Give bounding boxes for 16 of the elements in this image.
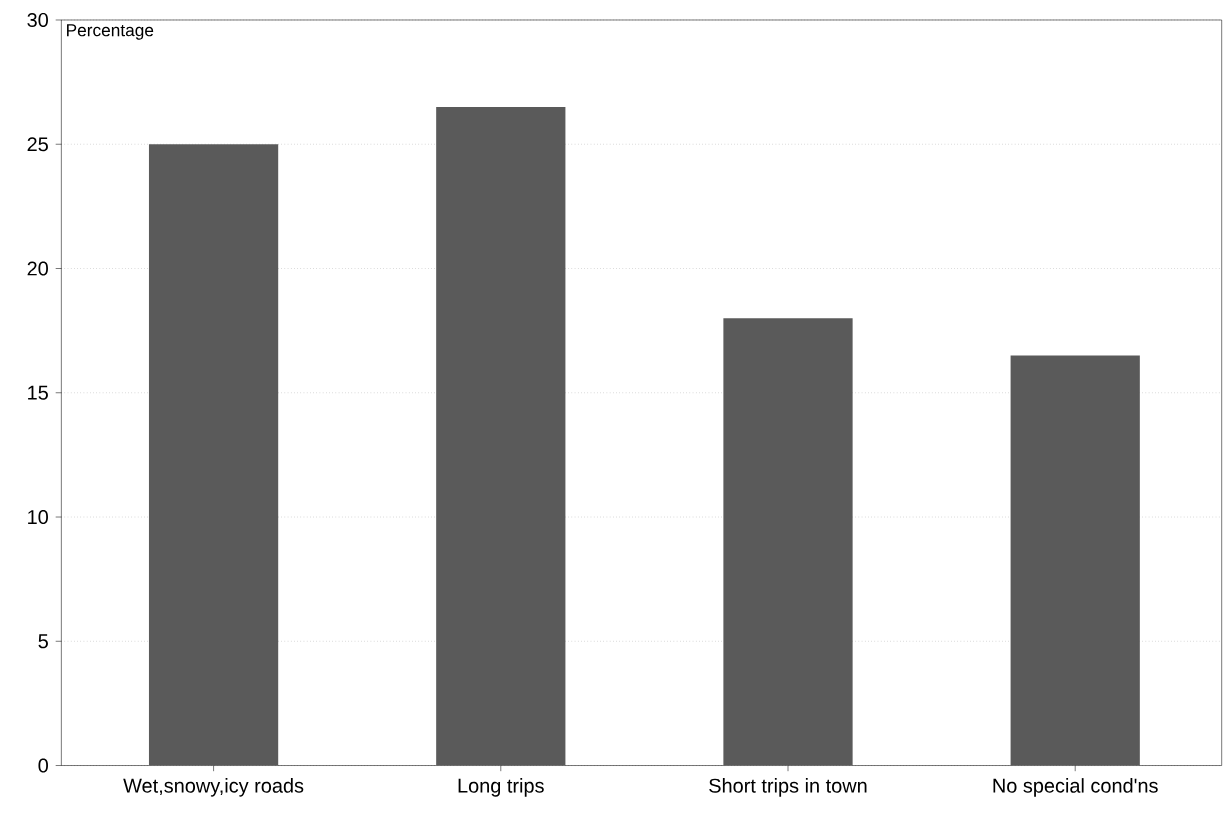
bar — [148, 144, 279, 766]
y-tick-label: 15 — [28, 386, 48, 400]
bar — [1010, 355, 1140, 766]
bar — [723, 318, 853, 766]
y-tick-label: 30 — [27, 13, 48, 28]
x-tick-label: Long trips — [458, 778, 544, 797]
y-tick-label: 25 — [27, 137, 48, 152]
x-tick-label: Short trips in town — [709, 778, 867, 797]
x-tick-label: No special cond'ns — [993, 778, 1158, 797]
y-tick-label: 5 — [38, 634, 48, 649]
bar — [436, 107, 566, 766]
y-tick-label: 10 — [28, 510, 48, 525]
y-tick-label: 20 — [27, 261, 48, 276]
x-tick-label: Wet,snowy,icy roads — [123, 778, 304, 797]
y-axis-title: Percentage — [67, 24, 154, 40]
y-tick-label: 0 — [38, 758, 48, 773]
